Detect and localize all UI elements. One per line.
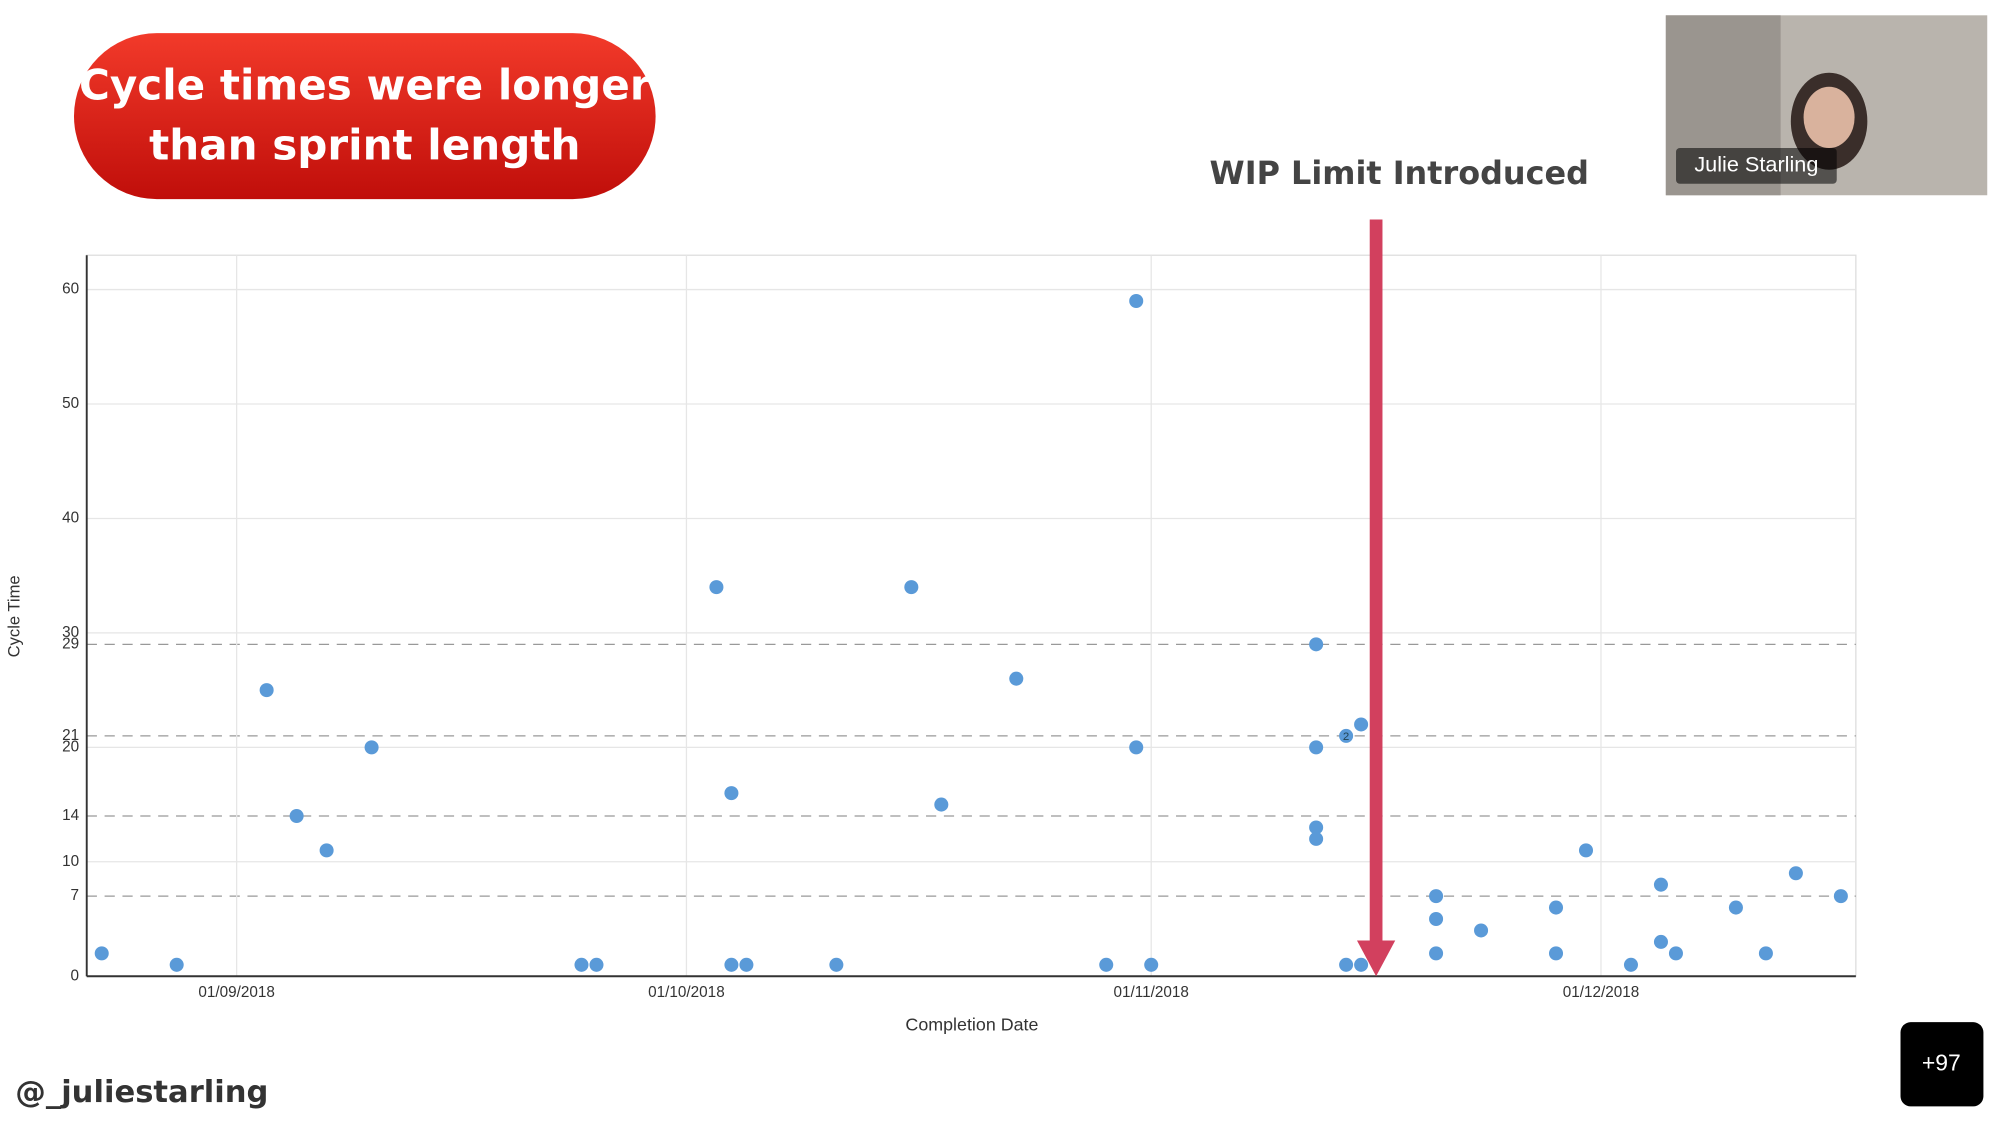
callout-line: than sprint length xyxy=(149,121,580,170)
point-count: 2 xyxy=(1343,731,1349,743)
point xyxy=(1309,831,1324,846)
handle: @_juliestarling xyxy=(15,1075,268,1110)
point xyxy=(1009,671,1024,686)
point xyxy=(724,786,739,801)
point xyxy=(1548,900,1564,915)
participants-button[interactable] xyxy=(1900,1022,1984,1107)
point xyxy=(364,740,379,755)
point xyxy=(1144,957,1159,972)
point xyxy=(289,808,304,824)
x-tick-label: 01/10/2018 xyxy=(648,984,725,1001)
point xyxy=(1653,934,1668,949)
callout-line: Cycle times were longer xyxy=(79,61,651,110)
point xyxy=(319,843,334,858)
point xyxy=(259,683,274,698)
point xyxy=(934,797,949,812)
point xyxy=(1309,820,1324,835)
callout-pill xyxy=(73,33,656,200)
point xyxy=(1429,912,1444,927)
point xyxy=(724,957,739,972)
name-badge xyxy=(1676,148,1837,184)
point xyxy=(589,957,604,972)
x-tick-label: 01/09/2018 xyxy=(198,984,275,1001)
point xyxy=(94,946,109,961)
point xyxy=(1788,866,1803,881)
y-tick-label: 20 xyxy=(62,738,79,755)
point xyxy=(1354,957,1369,972)
point xyxy=(1429,946,1444,961)
marker-label: WIP Limit Introduced xyxy=(1210,154,1589,192)
point xyxy=(1339,728,1354,743)
point xyxy=(1129,740,1144,755)
point xyxy=(1429,889,1444,904)
point xyxy=(574,957,589,972)
y-tick-label: 29 xyxy=(62,635,79,652)
point xyxy=(1129,293,1144,309)
participant-count[interactable]: +97 xyxy=(1922,1049,1961,1075)
point xyxy=(1728,900,1743,915)
point xyxy=(1653,877,1668,892)
y-tick-label: 10 xyxy=(62,853,79,870)
point xyxy=(1309,740,1324,755)
plot-area xyxy=(86,254,1857,977)
point xyxy=(1623,957,1638,972)
point xyxy=(169,957,184,972)
point xyxy=(1354,717,1369,732)
y-tick-label: 14 xyxy=(62,807,80,824)
y-tick-label: 40 xyxy=(62,510,79,527)
y-tick-label: 21 xyxy=(62,727,79,744)
point xyxy=(1309,637,1324,652)
x-tick-label: 01/11/2018 xyxy=(1114,984,1189,1001)
x-tick-label: 01/12/2018 xyxy=(1563,984,1640,1001)
x-axis-label: Completion Date xyxy=(905,1015,1038,1035)
point xyxy=(1474,923,1489,938)
chart: Cycle Time Completion Date 0710142021293… xyxy=(5,219,1857,1035)
point xyxy=(829,957,844,972)
y-tick-label: 0 xyxy=(71,967,80,984)
y-tick-label: 30 xyxy=(62,624,79,641)
point xyxy=(739,957,754,972)
point xyxy=(1548,946,1564,961)
marker-arrowhead xyxy=(1356,940,1396,977)
participant-name: Julie Starling xyxy=(1694,152,1818,177)
y-tick-label: 60 xyxy=(62,281,79,298)
point xyxy=(1339,957,1354,972)
point xyxy=(904,580,919,595)
y-axis-label: Cycle Time xyxy=(5,575,24,657)
point xyxy=(709,580,724,595)
point xyxy=(1833,889,1848,904)
point xyxy=(1668,946,1683,961)
face xyxy=(1803,86,1855,149)
y-tick-label: 7 xyxy=(71,887,80,904)
point xyxy=(1578,843,1594,858)
point xyxy=(1758,946,1773,961)
point xyxy=(1099,957,1114,972)
y-tick-label: 50 xyxy=(62,395,79,412)
